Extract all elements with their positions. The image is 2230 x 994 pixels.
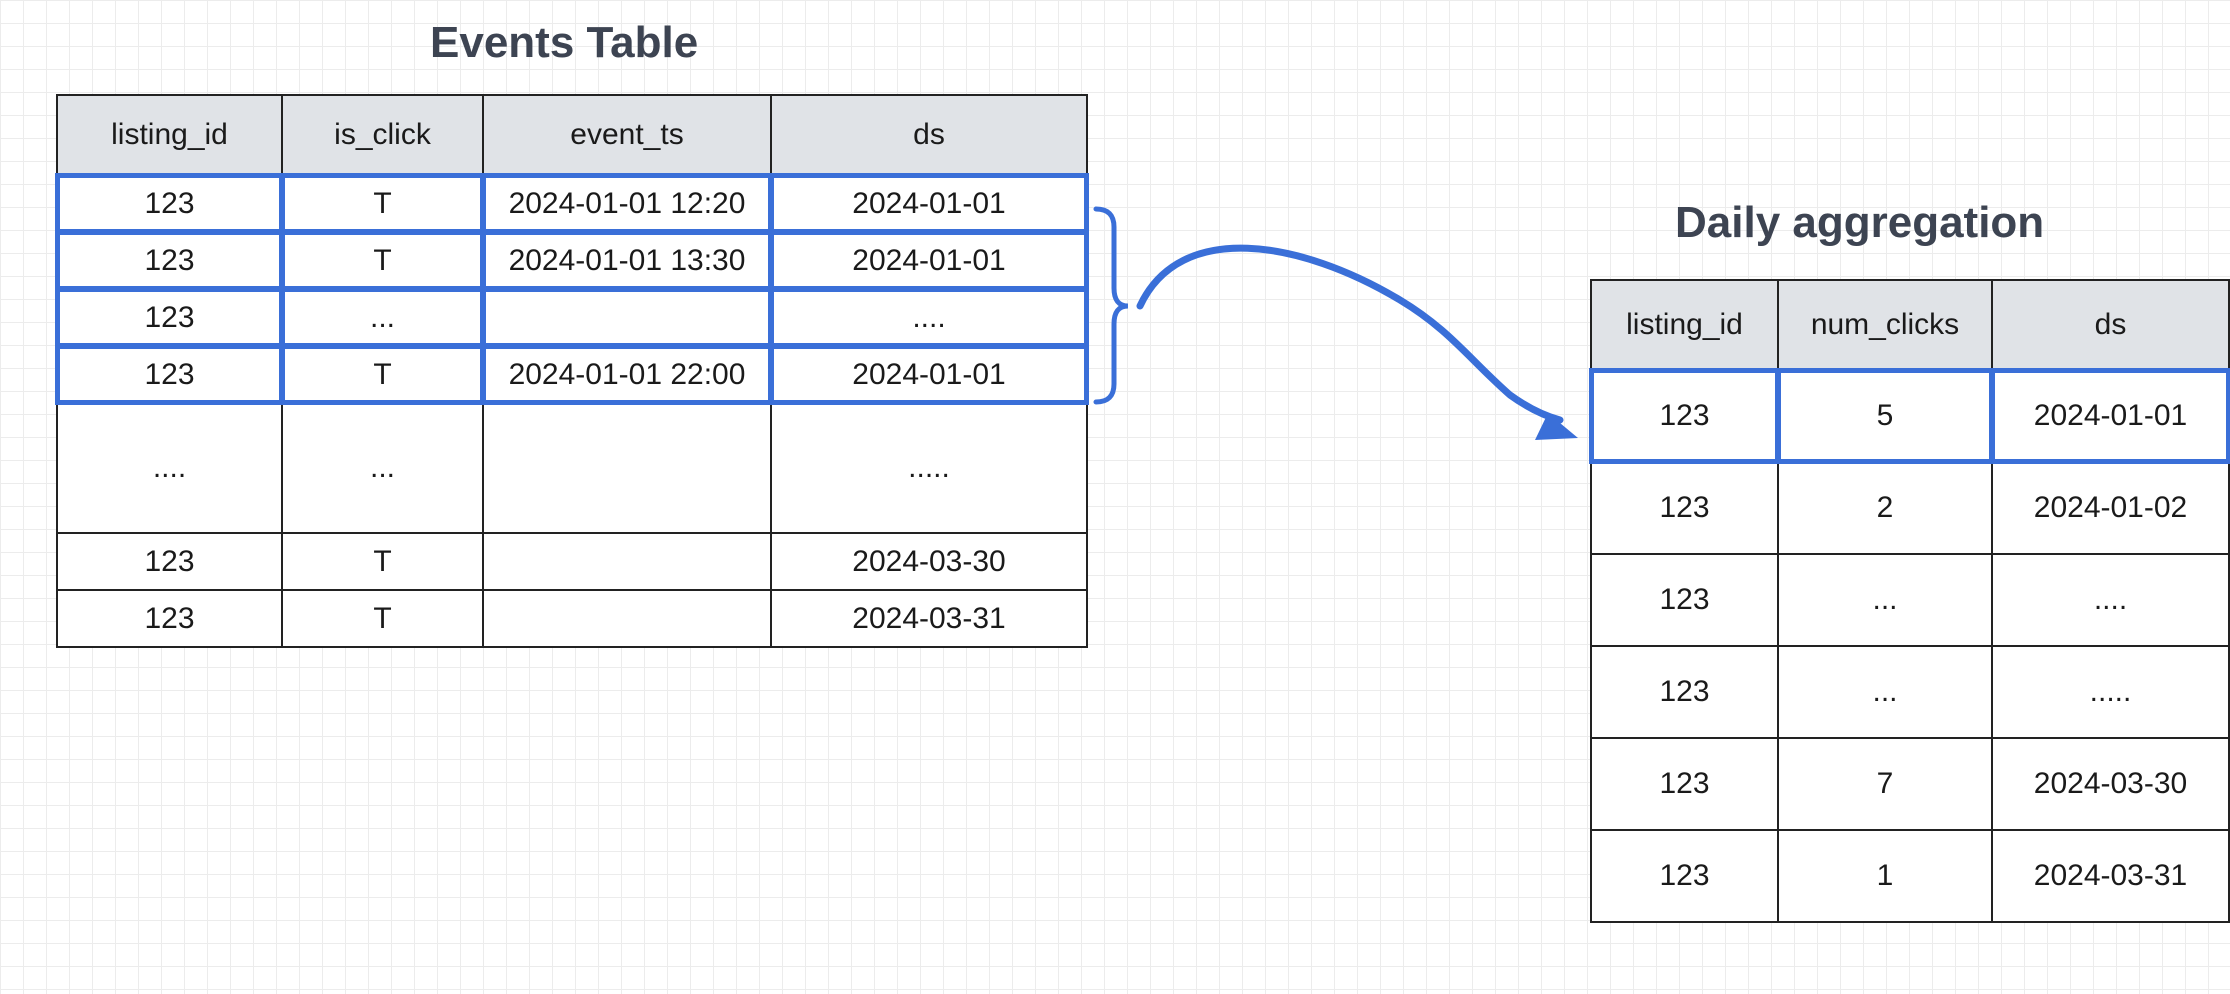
table-cell [482,532,772,591]
table-row: 123 ... .... [1590,553,2230,647]
table-cell: T [281,174,484,233]
table-cell: 2024-01-02 [1991,461,2230,555]
flow-arrow [1136,244,1564,424]
table-cell: 123 [1590,737,1779,831]
table-cell [482,402,772,534]
table-cell: 123 [1590,829,1779,923]
table-cell: T [281,532,484,591]
table-cell: 2024-03-31 [1991,829,2230,923]
table-cell: ... [1777,553,1993,647]
table-cell: 2024-03-30 [1991,737,2230,831]
table-cell: ..... [1991,645,2230,739]
table-cell [482,589,772,648]
daily-aggregation-title: Daily aggregation [1675,198,2045,247]
table-row: 123 7 2024-03-30 [1590,737,2230,831]
table-row: .... ... ..... [56,402,1088,534]
table-row: 123 1 2024-03-31 [1590,829,2230,923]
table-cell: T [281,589,484,648]
events-table-title: Events Table [430,18,699,67]
arrow-head [1535,413,1578,440]
table-cell: 123 [56,231,283,290]
table-cell: ... [1777,645,1993,739]
events-col-header: listing_id [56,94,283,176]
table-cell: 2024-01-01 [770,345,1088,404]
events-col-header: is_click [281,94,484,176]
table-cell: ... [281,402,484,534]
table-row: 123 ... ..... [1590,645,2230,739]
table-cell: 123 [1590,553,1779,647]
table-cell: 123 [56,589,283,648]
agg-col-header: listing_id [1590,279,1779,371]
table-cell: 7 [1777,737,1993,831]
agg-col-header: num_clicks [1777,279,1993,371]
table-cell: 1 [1777,829,1993,923]
table-cell: 2024-01-01 [1991,369,2230,463]
table-cell: 2024-01-01 12:20 [482,174,772,233]
table-cell: .... [56,402,283,534]
agg-header-row: listing_id num_clicks ds [1590,279,2230,371]
table-cell: 123 [56,532,283,591]
table-cell: ..... [770,402,1088,534]
table-cell: 2024-03-31 [770,589,1088,648]
table-cell: 2024-03-30 [770,532,1088,591]
curly-brace [1093,206,1129,405]
table-row: 123 T 2024-03-30 [56,532,1088,591]
table-cell: 2 [1777,461,1993,555]
table-row: 123 T 2024-01-01 12:20 2024-01-01 [56,174,1088,233]
table-row: 123 T 2024-03-31 [56,589,1088,648]
table-cell: 5 [1777,369,1993,463]
table-cell: 123 [1590,645,1779,739]
daily-aggregation-table: listing_id num_clicks ds 123 5 2024-01-0… [1590,279,2230,923]
agg-col-header: ds [1991,279,2230,371]
table-row: 123 5 2024-01-01 [1590,369,2230,463]
table-cell: .... [1991,553,2230,647]
events-header-row: listing_id is_click event_ts ds [56,94,1088,176]
